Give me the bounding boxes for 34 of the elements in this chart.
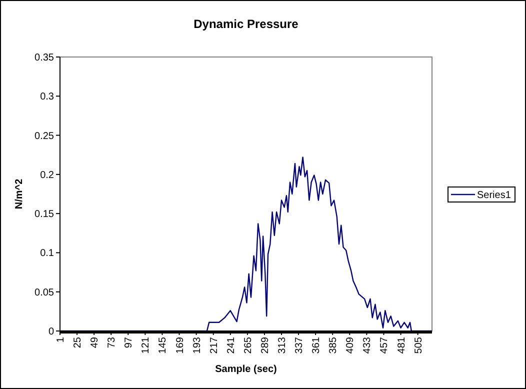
- x-tick-label: 49: [90, 336, 101, 348]
- x-tick-label: 289: [260, 336, 271, 354]
- x-tick-label: 409: [345, 336, 356, 354]
- x-tick-label: 313: [276, 336, 288, 354]
- x-tick-label: 457: [379, 336, 390, 354]
- x-tick-label: 97: [124, 336, 135, 348]
- x-tick-label: 337: [294, 336, 306, 354]
- x-tick-label: 361: [311, 336, 322, 354]
- y-tick-label: 0.15: [34, 209, 54, 220]
- x-tick-label: 169: [174, 336, 186, 354]
- x-tick-label: 481: [396, 336, 408, 354]
- y-tick-label: 0.35: [34, 52, 54, 64]
- x-tick-label: 73: [106, 336, 118, 348]
- x-tick-label: 265: [242, 336, 254, 354]
- x-tick-label: 145: [158, 336, 169, 354]
- y-axis-title: N/m^2: [14, 178, 25, 210]
- x-tick-label: 25: [72, 336, 84, 348]
- x-tick-label: 193: [192, 336, 203, 354]
- x-tick-label: 433: [362, 336, 374, 354]
- x-tick-label: 217: [208, 336, 220, 354]
- y-tick-label: 0.05: [34, 287, 54, 298]
- x-tick-label: 121: [140, 336, 152, 354]
- x-tick-label: 241: [226, 336, 237, 354]
- x-axis-title: Sample (sec): [215, 364, 277, 375]
- y-tick-label: 0.3: [40, 92, 54, 103]
- y-tick-label: 0: [48, 326, 54, 338]
- legend-label: Series1: [477, 190, 512, 201]
- y-tick-label: 0.2: [40, 170, 54, 181]
- chart-title: Dynamic Pressure: [194, 17, 299, 31]
- x-tick-label: 385: [328, 336, 340, 354]
- x-tick-label: 505: [413, 336, 424, 354]
- x-tick-label: 1: [56, 336, 66, 343]
- y-tick-label: 0.1: [40, 248, 54, 260]
- y-tick-label: 0.25: [34, 130, 54, 142]
